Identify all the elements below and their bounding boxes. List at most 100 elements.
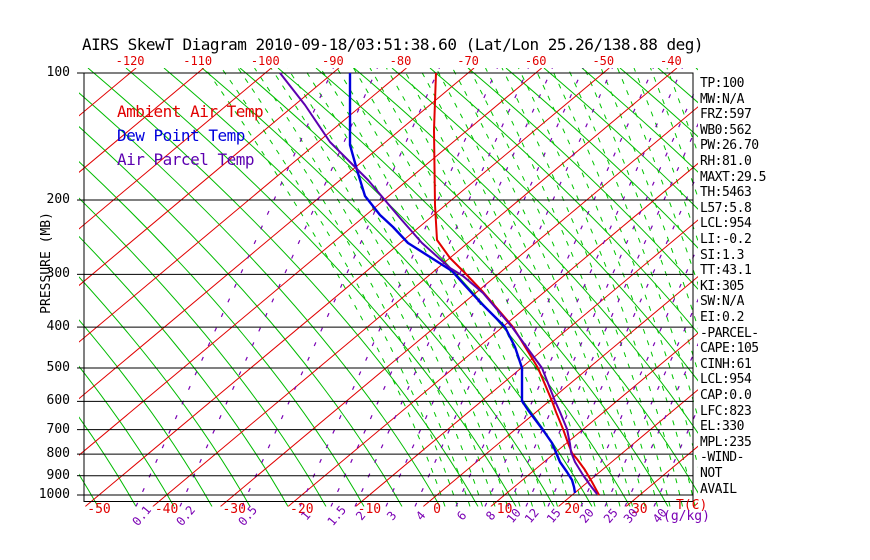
ambient-temp-curve-layer xyxy=(433,72,600,496)
stat-line: NOT xyxy=(700,466,722,481)
top-axis-label: -60 xyxy=(524,54,547,68)
mixing-ratio-line xyxy=(547,171,698,507)
dry-adiabat-line xyxy=(467,68,698,290)
temp-unit-label: T(C) xyxy=(676,498,708,513)
dry-adiabat-line xyxy=(79,319,213,507)
diagram-title: AIRS SkewT Diagram 2010-09-18/03:51:38.6… xyxy=(82,35,704,54)
mixing-ratio-line xyxy=(653,407,698,507)
dry-adiabat-line xyxy=(505,68,698,249)
stat-line: MAXT:29.5 xyxy=(700,169,766,185)
mixing-ratio-line xyxy=(484,68,683,507)
stat-line: -PARCEL- xyxy=(700,325,759,341)
stat-line: TP:100 xyxy=(700,76,744,91)
mixing-ratio-line xyxy=(354,68,553,507)
stat-line: FRZ:597 xyxy=(700,107,752,123)
moist-adiabat-line xyxy=(303,68,521,507)
stat-line: PW:26.70 xyxy=(700,138,759,154)
moist-adiabat-line xyxy=(336,68,546,507)
parcel-temp-curve xyxy=(279,72,598,495)
pressure-label: 500 xyxy=(46,359,70,375)
top-axis-label: -120 xyxy=(115,54,145,68)
dry-adiabat-line xyxy=(79,365,175,507)
pressure-label: 600 xyxy=(46,393,70,409)
isotherm-line xyxy=(287,162,698,507)
dry-adiabat-line xyxy=(79,416,137,507)
pressure-label: 700 xyxy=(46,421,70,437)
dry-adiabat-line xyxy=(87,68,479,507)
moist-adiabat-line xyxy=(666,68,698,155)
bottom-axis-label: -10 xyxy=(357,502,382,517)
parcel-temp-curve-layer xyxy=(279,72,598,495)
moist-adiabat-line xyxy=(320,68,533,507)
legend: Ambient Air Temp Dew Point Temp Air Parcel… xyxy=(117,102,264,174)
stat-line: WB0:562 xyxy=(700,122,752,138)
bottom-axis-label: 10 xyxy=(496,502,513,517)
mixing-ratio-line xyxy=(580,245,698,507)
mixing-ratio-line xyxy=(525,122,698,507)
pressure-label: 1000 xyxy=(38,487,70,502)
mixing-ratio-line xyxy=(241,68,440,507)
moist-adiabat-line xyxy=(452,68,633,507)
dry-adiabat-line xyxy=(543,68,698,210)
mixing-ratio-line xyxy=(455,68,654,507)
bottom-axis-label: -30 xyxy=(222,502,246,517)
dry-adiabat-line xyxy=(734,68,870,507)
moist-adiabat-line xyxy=(270,68,496,507)
top-axis-label: -80 xyxy=(389,54,412,68)
moist-adiabat-line xyxy=(287,68,508,507)
dry-adiabat-line xyxy=(79,235,289,507)
top-axis-label: -50 xyxy=(592,54,615,68)
moist-adiabat-line xyxy=(633,68,698,243)
ambient-temp-curve xyxy=(433,72,600,496)
mixing-ratio-line xyxy=(604,298,698,507)
top-axis-label: -40 xyxy=(660,54,682,68)
mixing-unit-label: (g/kg) xyxy=(663,509,710,524)
moist-adiabat-line xyxy=(369,68,571,507)
isotherm-line xyxy=(490,332,698,507)
stat-line: LCL:954 xyxy=(700,372,752,388)
isotherm-line xyxy=(422,275,698,507)
pressure-axis-title: PRESSURE (MB) xyxy=(39,212,55,314)
pressure-label: 200 xyxy=(46,192,70,208)
mixing-ratio-line xyxy=(507,82,698,507)
legend-item: Air Parcel Temp xyxy=(117,150,255,169)
dry-adiabat-line xyxy=(772,68,870,507)
moist-adiabat-line xyxy=(551,68,698,469)
grid-layer xyxy=(0,68,870,507)
pressure-label: 400 xyxy=(46,319,70,335)
isotherm-line xyxy=(355,219,698,507)
bottom-axis-label: -20 xyxy=(290,502,314,517)
top-axis-label: -70 xyxy=(457,54,479,68)
top-axis-label: -100 xyxy=(250,54,280,68)
isotherm-line xyxy=(0,68,1,507)
isotherm-line xyxy=(558,389,698,507)
mixing-ratio-line xyxy=(385,68,584,507)
stat-line: MW:N/A xyxy=(700,91,744,107)
stat-line: LCL:954 xyxy=(700,216,752,232)
mixing-ratio-line xyxy=(135,68,334,507)
stat-line: AVAIL xyxy=(700,481,737,497)
isotherm-line xyxy=(220,106,698,507)
stat-line: KI:305 xyxy=(700,278,744,294)
moist-adiabat-line xyxy=(435,68,621,507)
moist-adiabat-line xyxy=(617,68,698,286)
legend-item: Dew Point Temp xyxy=(117,126,245,145)
mixing-ratio-line xyxy=(330,68,529,507)
dry-adiabat-line xyxy=(125,68,517,507)
dry-adiabat-line xyxy=(79,276,251,507)
moist-adiabat-line xyxy=(353,68,558,507)
moist-adiabat-line xyxy=(254,68,483,507)
stat-line: SW:N/A xyxy=(700,294,744,310)
dry-adiabat-line xyxy=(848,68,870,507)
pressure-label: 100 xyxy=(46,65,70,80)
dry-adiabat-line xyxy=(79,92,441,507)
dry-adiabat-line xyxy=(201,68,593,507)
moist-adiabat-line xyxy=(650,68,698,200)
dry-adiabat-line xyxy=(353,68,698,435)
isotherm-line xyxy=(84,68,610,507)
stat-line: CAP:0.0 xyxy=(700,388,752,403)
stat-line: TT:43.1 xyxy=(700,263,752,279)
mixing-ratio-line xyxy=(299,68,498,507)
